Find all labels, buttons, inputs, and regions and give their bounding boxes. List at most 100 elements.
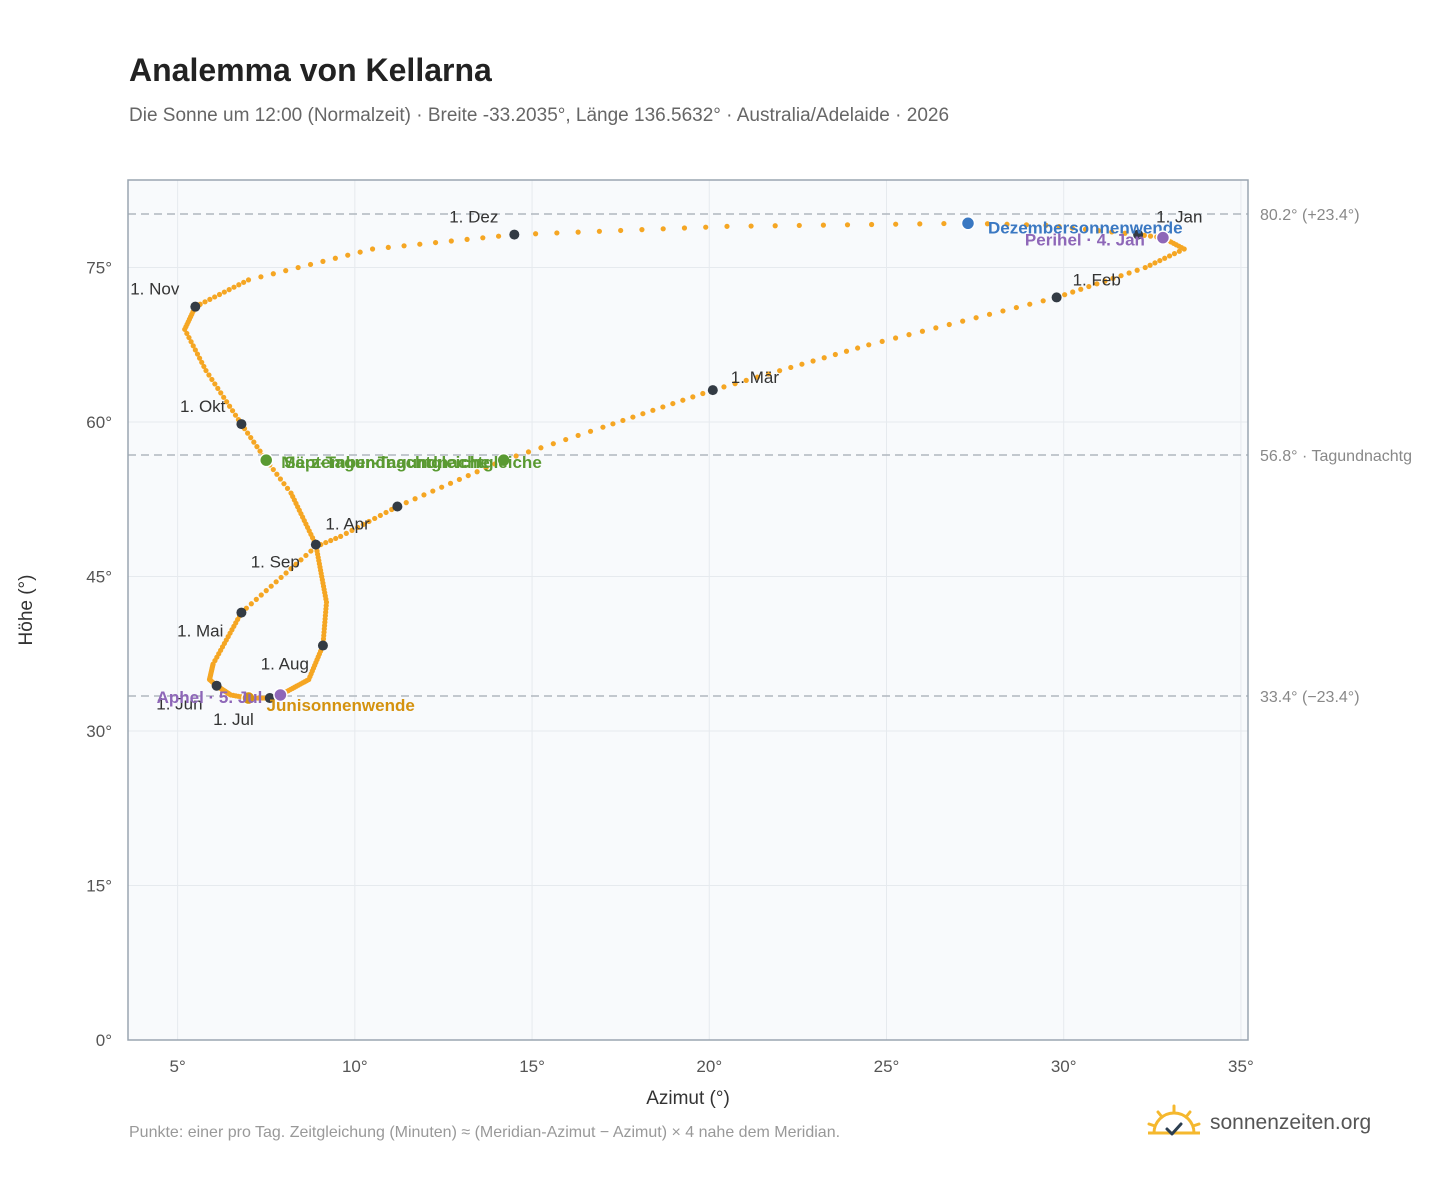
day-point [1110, 275, 1116, 282]
event-marker [496, 452, 511, 468]
day-point [333, 535, 339, 542]
day-point [308, 548, 314, 554]
day-point [1176, 248, 1182, 254]
month-marker [392, 501, 403, 512]
day-point [941, 220, 947, 227]
day-point [575, 229, 581, 235]
month-label: 1. Nov [130, 280, 180, 299]
month-label: 1. Okt [180, 397, 226, 416]
month-marker [264, 693, 275, 704]
month-marker [211, 680, 222, 691]
x-axis-title: Azimut (°) [646, 1088, 730, 1109]
month-marker [236, 419, 247, 430]
day-point [495, 233, 502, 239]
y-tick-label: 15° [86, 877, 112, 896]
day-point [216, 291, 223, 298]
day-point [1157, 257, 1163, 264]
day-point [1004, 221, 1010, 227]
day-point [1023, 222, 1030, 228]
day-point [596, 228, 602, 234]
chart-title: Analemma von Kellarna [129, 52, 492, 88]
day-point [1000, 308, 1006, 314]
day-point [196, 355, 203, 361]
reference-lines: 80.2° (+23.4°) 56.8° · Tagundnachtg 33.4° … [128, 207, 1412, 706]
x-tick-label: 25° [874, 1057, 900, 1076]
day-point [343, 530, 349, 536]
day-point [1013, 304, 1019, 311]
day-point [721, 384, 727, 390]
day-point [618, 227, 624, 234]
day-point [474, 469, 480, 475]
day-point [203, 367, 209, 374]
event-label: Junisonnenwende [267, 696, 415, 715]
day-point [765, 371, 772, 377]
day-point [810, 358, 816, 364]
day-point [464, 236, 470, 242]
day-point [1082, 226, 1089, 232]
reference-line-label: 33.4° (−23.4°) [1260, 689, 1360, 706]
month-label: 1. Mär [731, 368, 780, 387]
day-point [320, 258, 326, 264]
day-point [401, 243, 407, 249]
day-point [366, 518, 372, 525]
chart-subtitle: Die Sonne um 12:00 (Normalzeit) · Breite… [129, 105, 950, 126]
day-point [1152, 260, 1158, 266]
event-marker [258, 452, 274, 468]
day-point [202, 299, 208, 305]
day-point [199, 359, 205, 365]
footnote: Punkte: einer pro Tag. Zeitgleichung (Mi… [129, 1124, 841, 1141]
day-point [1102, 278, 1108, 284]
day-point [563, 436, 569, 443]
day-point [357, 249, 363, 255]
day-point [973, 315, 979, 321]
day-point [432, 239, 439, 246]
y-tick-label: 75° [86, 259, 112, 278]
day-point [207, 296, 213, 302]
brand[interactable]: sonnenzeiten.org [1146, 1103, 1371, 1143]
day-point [232, 412, 239, 418]
day-point [700, 390, 706, 397]
month-label: 1. Feb [1073, 270, 1121, 289]
day-point [492, 461, 498, 467]
day-point [439, 484, 445, 490]
day-point [448, 238, 454, 244]
day-point [1181, 246, 1187, 252]
day-point [215, 385, 221, 391]
event-marker [1155, 230, 1171, 245]
day-point [732, 381, 738, 387]
day-point [892, 335, 899, 341]
day-point [1162, 255, 1168, 261]
day-point [231, 284, 237, 290]
day-point [383, 509, 389, 516]
day-point [283, 268, 289, 274]
day-point [188, 339, 194, 345]
day-point [258, 274, 264, 280]
day-point [480, 235, 486, 241]
day-point [251, 439, 257, 445]
day-point [273, 579, 279, 585]
day-point [192, 347, 198, 353]
day-point [307, 261, 314, 268]
day-point [946, 321, 952, 328]
month-marker [509, 229, 520, 240]
day-point [421, 492, 427, 498]
day-point [844, 222, 851, 228]
day-point [221, 289, 227, 295]
day-point [933, 325, 939, 331]
day-point [525, 449, 532, 455]
day-point [253, 596, 259, 602]
day-point [620, 417, 626, 424]
day-point [403, 500, 409, 506]
day-point [919, 328, 926, 334]
day-point [465, 472, 471, 479]
x-tick-label: 20° [696, 1057, 722, 1076]
day-point [821, 355, 827, 361]
month-marker [236, 607, 247, 618]
day-point [328, 537, 334, 544]
day-point [270, 271, 276, 277]
day-point [640, 411, 646, 417]
brand-name: sonnenzeiten.org [1210, 1111, 1372, 1134]
day-point [868, 221, 875, 228]
day-point [630, 414, 636, 420]
day-point [184, 330, 190, 337]
